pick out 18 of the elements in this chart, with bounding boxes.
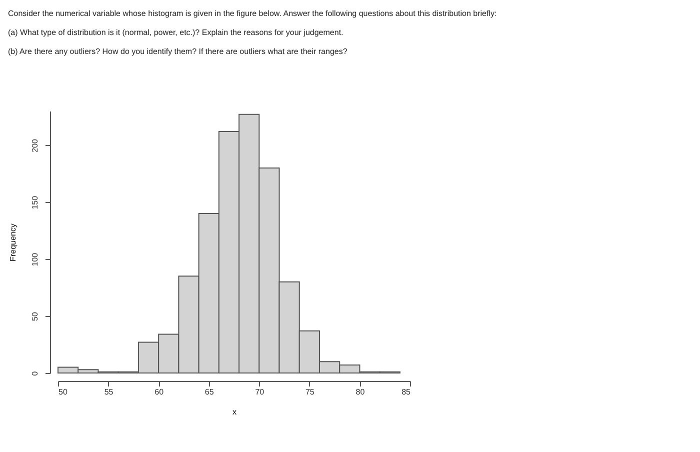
x-axis-title: x <box>232 408 236 416</box>
y-tick-label: 150 <box>30 195 40 210</box>
x-tick-label: 85 <box>402 388 412 396</box>
x-tick-label: 50 <box>58 388 68 396</box>
y-tick-label: 100 <box>30 252 40 266</box>
text: Consider the numerical variable whose histogram is given in the figure below. Answer the following questions about this distribution briefly: <box>8 9 497 18</box>
x-tick-label: 60 <box>154 388 164 396</box>
x-tick-label: 55 <box>104 388 114 396</box>
y-tick-label: 0 <box>30 370 40 376</box>
x-tick-label: 75 <box>305 388 315 396</box>
text: (b) Are there any outliers? How do you identify them? If there are outliers what are their ranges? <box>8 47 348 56</box>
y-axis-title: Frequency <box>8 224 18 262</box>
y-tick-label: 50 <box>30 312 40 321</box>
x-tick-label: 70 <box>255 388 265 396</box>
text: (a) What type of distribution is it (normal, power, etc.)? Explain the reasons for your judgement. <box>8 28 344 37</box>
y-tick-label: 200 <box>30 138 40 152</box>
x-tick-label: 65 <box>204 388 214 396</box>
x-tick-label: 80 <box>356 388 366 396</box>
